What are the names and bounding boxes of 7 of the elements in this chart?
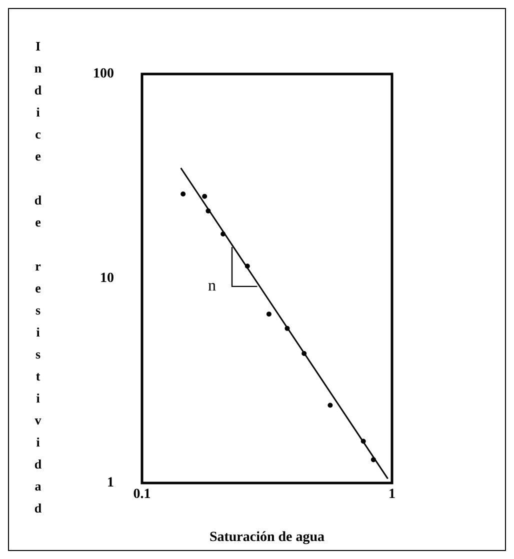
text: Indice de resistividad xyxy=(34,38,42,516)
y-tick-label: 1 xyxy=(107,476,114,491)
y-tick-label: 100 xyxy=(93,66,114,82)
x-axis-title: Saturación de agua xyxy=(209,530,325,546)
y-tick-label: 10 xyxy=(100,271,114,286)
x-tick-label: 0.1 xyxy=(133,487,151,502)
annotation: n xyxy=(208,277,216,294)
